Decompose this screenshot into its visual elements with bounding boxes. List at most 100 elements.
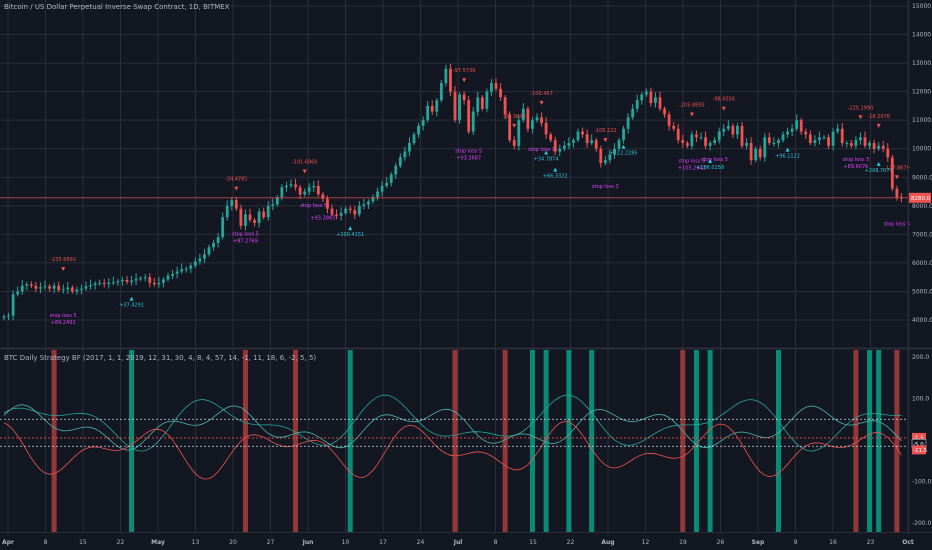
candle-body[interactable]	[248, 214, 252, 221]
candle-body[interactable]	[162, 279, 165, 283]
candle-body[interactable]	[763, 137, 767, 158]
candle-body[interactable]	[494, 83, 498, 89]
candle-body[interactable]	[485, 91, 489, 109]
candle-body[interactable]	[722, 128, 726, 132]
candle-body[interactable]	[239, 208, 243, 226]
candle-body[interactable]	[266, 205, 270, 218]
candle-body[interactable]	[863, 137, 867, 146]
candle-body[interactable]	[11, 294, 15, 316]
candle-body[interactable]	[685, 143, 689, 146]
candle-body[interactable]	[225, 205, 229, 218]
candle-body[interactable]	[726, 125, 730, 129]
candle-body[interactable]	[599, 148, 603, 163]
candle-body[interactable]	[790, 128, 794, 132]
candle-body[interactable]	[143, 277, 147, 279]
candle-body[interactable]	[585, 134, 589, 144]
candle-body[interactable]	[344, 208, 348, 213]
candle-body[interactable]	[125, 280, 129, 283]
candle-body[interactable]	[244, 214, 247, 226]
candle-body[interactable]	[690, 134, 694, 146]
candle-body[interactable]	[212, 242, 215, 248]
candle-body[interactable]	[130, 280, 133, 283]
candle-body[interactable]	[654, 97, 657, 104]
candle-body[interactable]	[622, 128, 625, 141]
candle-body[interactable]	[89, 285, 92, 287]
candle-body[interactable]	[872, 143, 876, 149]
candle-body[interactable]	[868, 143, 871, 146]
candle-body[interactable]	[444, 68, 448, 84]
candle-body[interactable]	[635, 100, 639, 109]
candle-body[interactable]	[517, 120, 521, 146]
candle-body[interactable]	[827, 137, 830, 146]
candle-body[interactable]	[262, 211, 266, 218]
candle-body[interactable]	[786, 131, 789, 135]
candle-body[interactable]	[376, 191, 379, 198]
candle-body[interactable]	[572, 140, 575, 144]
candle-body[interactable]	[562, 145, 566, 149]
candle-body[interactable]	[171, 273, 174, 276]
candle-body[interactable]	[66, 287, 70, 290]
candle-body[interactable]	[799, 120, 803, 132]
candle-body[interactable]	[767, 137, 771, 144]
candle-body[interactable]	[39, 287, 42, 289]
candle-body[interactable]	[43, 286, 47, 288]
candle-body[interactable]	[16, 291, 20, 295]
candle-body[interactable]	[613, 148, 616, 155]
candle-body[interactable]	[335, 214, 338, 216]
candle-body[interactable]	[148, 277, 152, 283]
candle-body[interactable]	[371, 197, 375, 202]
candle-body[interactable]	[781, 134, 785, 141]
candle-body[interactable]	[890, 157, 894, 189]
candle-body[interactable]	[490, 83, 493, 92]
candle-body[interactable]	[462, 94, 466, 101]
candle-body[interactable]	[357, 205, 361, 215]
candle-body[interactable]	[667, 114, 671, 126]
candle-body[interactable]	[704, 137, 707, 146]
candle-body[interactable]	[348, 208, 352, 211]
candle-body[interactable]	[745, 143, 748, 146]
candle-body[interactable]	[121, 280, 124, 282]
candle-body[interactable]	[658, 97, 662, 109]
candle-body[interactable]	[458, 94, 461, 121]
candle-body[interactable]	[29, 284, 33, 286]
candle-body[interactable]	[307, 187, 311, 192]
candle-body[interactable]	[676, 128, 680, 141]
candle-body[interactable]	[617, 140, 621, 149]
candle-body[interactable]	[553, 140, 557, 152]
candle-body[interactable]	[107, 282, 111, 285]
candle-body[interactable]	[20, 285, 24, 292]
candle-body[interactable]	[7, 315, 10, 317]
candle-body[interactable]	[166, 275, 170, 280]
candle-body[interactable]	[467, 100, 471, 132]
candle-body[interactable]	[895, 188, 899, 198]
candle-body[interactable]	[795, 120, 799, 129]
candle-body[interactable]	[139, 278, 143, 280]
candle-body[interactable]	[549, 134, 553, 141]
candle-body[interactable]	[590, 140, 594, 144]
candle-body[interactable]	[426, 105, 430, 121]
candle-body[interactable]	[389, 174, 393, 183]
candle-body[interactable]	[275, 197, 279, 205]
candle-body[interactable]	[184, 268, 188, 270]
candle-body[interactable]	[818, 137, 821, 141]
candle-body[interactable]	[152, 282, 156, 285]
candle-body[interactable]	[449, 68, 452, 92]
candle-body[interactable]	[877, 145, 881, 149]
candle-body[interactable]	[80, 288, 83, 290]
candle-body[interactable]	[526, 108, 530, 129]
candle-body[interactable]	[854, 140, 858, 146]
candle-body[interactable]	[603, 160, 607, 163]
candle-body[interactable]	[398, 157, 402, 166]
candle-body[interactable]	[849, 143, 853, 146]
candle-body[interactable]	[531, 120, 534, 129]
candle-body[interactable]	[421, 120, 425, 126]
candle-body[interactable]	[362, 204, 366, 206]
candle-body[interactable]	[695, 134, 698, 138]
candle-body[interactable]	[157, 282, 161, 285]
candle-body[interactable]	[649, 91, 653, 104]
candlestick-series[interactable]	[0, 63, 908, 321]
candle-body[interactable]	[813, 140, 817, 144]
candle-body[interactable]	[385, 182, 389, 186]
candle-body[interactable]	[439, 83, 443, 101]
candle-body[interactable]	[116, 281, 120, 283]
